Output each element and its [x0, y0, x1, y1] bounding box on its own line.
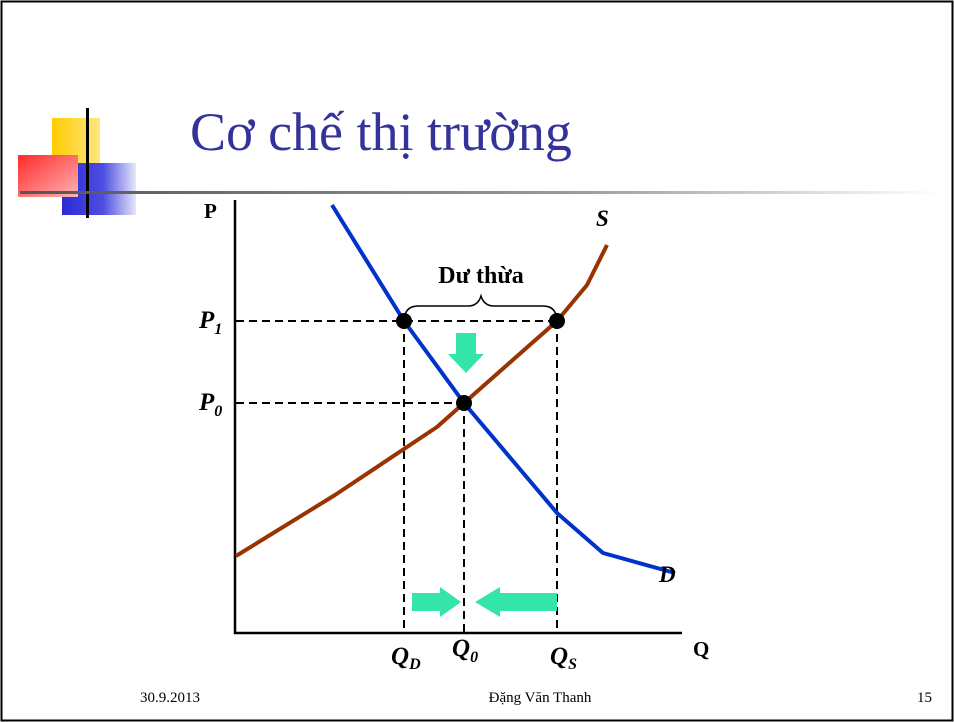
p1-label: P1 [198, 307, 222, 338]
qs-label: QS [550, 643, 577, 673]
price-down-arrow [448, 333, 484, 373]
guide-lines [236, 320, 558, 633]
qd-label: QD [391, 643, 421, 673]
equilibrium-point [456, 395, 472, 411]
title-decoration [18, 108, 940, 218]
quantity-right-arrow [412, 587, 461, 617]
footer-date: 30.9.2013 [140, 690, 200, 706]
arrows [412, 333, 557, 617]
surplus-label: Dư thừa [438, 263, 523, 289]
page-title: Cơ chế thị trường [190, 102, 572, 162]
supply-point-p1 [549, 313, 565, 329]
axes [233, 200, 682, 635]
red-square [18, 155, 78, 197]
demand-curve [330, 203, 676, 575]
q-axis-label: Q [693, 637, 709, 661]
quantity-left-arrow [475, 587, 557, 617]
demand-label: D [658, 562, 676, 587]
surplus-brace [403, 293, 558, 321]
q0-label: Q0 [452, 635, 478, 666]
p0-label: P0 [198, 389, 222, 420]
p-axis-label: P [204, 199, 217, 223]
decoration-vertical-line [86, 108, 89, 218]
footer-author: Đặng Văn Thanh [489, 690, 592, 706]
footer-page-number: 15 [917, 690, 932, 706]
title-rule [20, 191, 940, 194]
demand-point-p1 [396, 313, 412, 329]
supply-label: S [596, 206, 609, 231]
